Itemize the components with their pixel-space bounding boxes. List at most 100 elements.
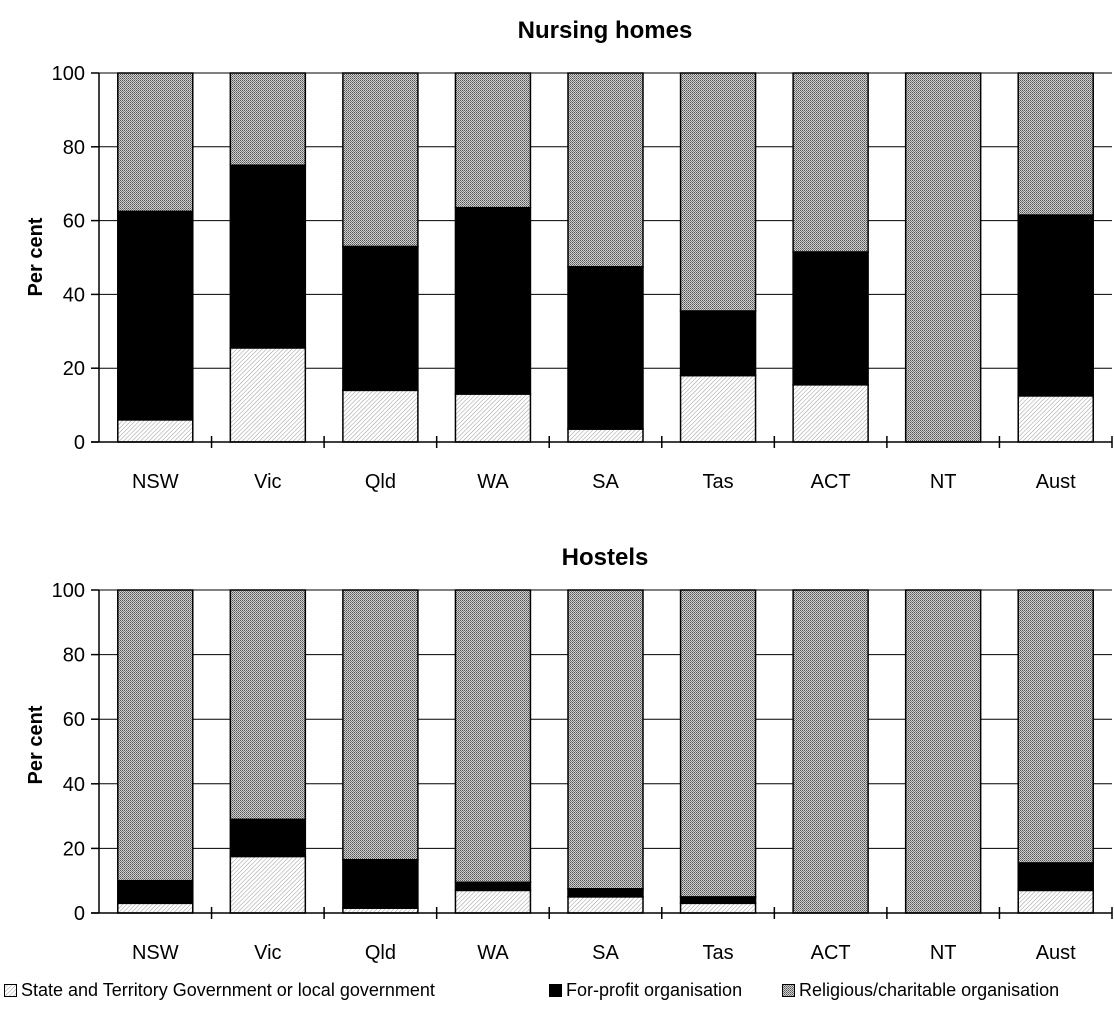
x-tick-label: ACT xyxy=(811,942,851,964)
x-tick-label: ACT xyxy=(811,471,851,493)
legend-swatch-light-hatch xyxy=(4,984,17,997)
x-tick-label: WA xyxy=(477,471,509,493)
bar-segment-religious xyxy=(117,589,194,882)
bar-segment-forprofit xyxy=(117,210,194,421)
bar-segment-forprofit xyxy=(679,896,757,905)
legend-label: State and Territory Government or local … xyxy=(21,980,435,1000)
legend-item-forprofit: For-profit organisation xyxy=(549,980,742,1001)
bar-segment-forprofit xyxy=(117,879,194,905)
bar-segment-religious xyxy=(679,589,757,898)
bar-segment-forprofit xyxy=(1017,862,1094,892)
bar-segment-religious xyxy=(792,589,869,914)
bar-segment-religious xyxy=(342,589,419,861)
y-tick-label: 60 xyxy=(63,709,85,731)
y-tick-label: 20 xyxy=(63,838,85,860)
legend-item-religious: Religious/charitable organisation xyxy=(782,980,1059,1001)
x-tick-labels: NSW Vic Qld WA SA Tas ACT NT Aust xyxy=(132,471,1076,493)
nursing-homes-chart: Nursing homes Per cent 0 20 40 60 80 100 NSW V… xyxy=(25,17,1113,493)
y-axis-label: Per cent xyxy=(25,217,47,296)
x-tick-label: Qld xyxy=(365,471,396,493)
x-tick-label: Vic xyxy=(254,471,281,493)
bar-segment-forprofit xyxy=(567,888,644,898)
bar-segment-religious xyxy=(229,72,307,166)
bar-segment-religious xyxy=(567,589,644,890)
legend: State and Territory Government or local … xyxy=(0,978,1114,1008)
bar-segment-government xyxy=(454,889,532,914)
y-tick-label: 60 xyxy=(63,211,85,233)
bar-segment-religious xyxy=(904,589,982,914)
bar-segment-religious xyxy=(1017,72,1094,216)
bar-segment-forprofit xyxy=(229,164,307,349)
bar-segment-religious xyxy=(792,72,869,253)
bar-segment-government xyxy=(792,384,869,443)
bar-segment-government xyxy=(1017,889,1094,914)
x-tick-label: Qld xyxy=(365,942,396,964)
x-tick-labels: NSW Vic Qld WA SA Tas ACT NT Aust xyxy=(132,942,1076,964)
x-tick-label: NSW xyxy=(132,471,179,493)
bar-segment-government xyxy=(679,902,757,914)
bar-segment-religious xyxy=(342,72,419,248)
y-tick-label: 100 xyxy=(52,63,85,85)
y-tick-labels: 0 20 40 60 80 100 xyxy=(52,580,85,925)
bar-segment-government xyxy=(567,896,644,914)
y-tick-label: 40 xyxy=(63,774,85,796)
x-tick-label: SA xyxy=(592,471,619,493)
bar-segment-government xyxy=(454,393,532,443)
bar-segment-forprofit xyxy=(342,245,419,392)
bar-segment-government xyxy=(679,374,757,443)
axes xyxy=(91,72,1113,448)
legend-label: Religious/charitable organisation xyxy=(799,980,1060,1000)
bars xyxy=(117,589,1094,914)
bar-segment-forprofit xyxy=(454,881,532,892)
legend-swatch-solid-black xyxy=(549,984,562,997)
bar-segment-forprofit xyxy=(342,858,419,909)
y-tick-label: 100 xyxy=(52,580,85,602)
bar-segment-forprofit xyxy=(229,818,307,858)
bar-segment-religious xyxy=(454,72,532,209)
y-tick-label: 80 xyxy=(63,645,85,667)
x-tick-label: SA xyxy=(592,942,619,964)
hostels-chart: Hostels Per cent 0 20 40 60 80 100 NSW Vic Qld W… xyxy=(25,544,1113,964)
legend-label: For-profit organisation xyxy=(566,980,743,1000)
bar-segment-religious xyxy=(679,72,757,312)
bar-segment-religious xyxy=(567,72,644,268)
x-tick-label: Aust xyxy=(1036,942,1076,964)
y-tick-label: 40 xyxy=(63,284,85,306)
bar-segment-religious xyxy=(117,72,194,213)
bar-segment-government xyxy=(117,419,194,443)
bar-segment-religious xyxy=(229,589,307,821)
bar-segment-religious xyxy=(904,72,982,443)
bars xyxy=(117,72,1094,443)
legend-swatch-dense-hatch xyxy=(782,984,795,997)
bar-segment-religious xyxy=(1017,589,1094,864)
y-axis-label: Per cent xyxy=(25,705,47,784)
x-tick-label: NT xyxy=(930,471,957,493)
chart-title: Nursing homes xyxy=(518,17,693,44)
x-tick-label: NSW xyxy=(132,942,179,964)
y-tick-label: 20 xyxy=(63,358,85,380)
chart-title: Hostels xyxy=(562,544,649,571)
x-tick-label: NT xyxy=(930,942,957,964)
bar-segment-forprofit xyxy=(679,310,757,377)
bar-segment-forprofit xyxy=(567,265,644,430)
bar-segment-forprofit xyxy=(454,206,532,395)
bar-segment-forprofit xyxy=(792,251,869,386)
bar-segment-government xyxy=(567,428,644,443)
y-tick-labels: 0 20 40 60 80 100 xyxy=(52,63,85,454)
bar-segment-government xyxy=(117,902,194,914)
y-tick-label: 0 xyxy=(74,432,85,454)
bar-segment-government xyxy=(229,347,307,443)
x-tick-label: Vic xyxy=(254,942,281,964)
bar-segment-religious xyxy=(454,589,532,884)
x-tick-label: Tas xyxy=(702,471,733,493)
bar-segment-government xyxy=(342,389,419,443)
legend-item-government: State and Territory Government or local … xyxy=(4,980,435,1001)
bar-segment-government xyxy=(229,855,307,914)
y-tick-label: 0 xyxy=(74,903,85,925)
x-tick-label: Tas xyxy=(702,942,733,964)
bar-segment-government xyxy=(1017,395,1094,443)
bar-segment-forprofit xyxy=(1017,214,1094,397)
x-tick-label: WA xyxy=(477,942,509,964)
axes xyxy=(91,589,1113,919)
